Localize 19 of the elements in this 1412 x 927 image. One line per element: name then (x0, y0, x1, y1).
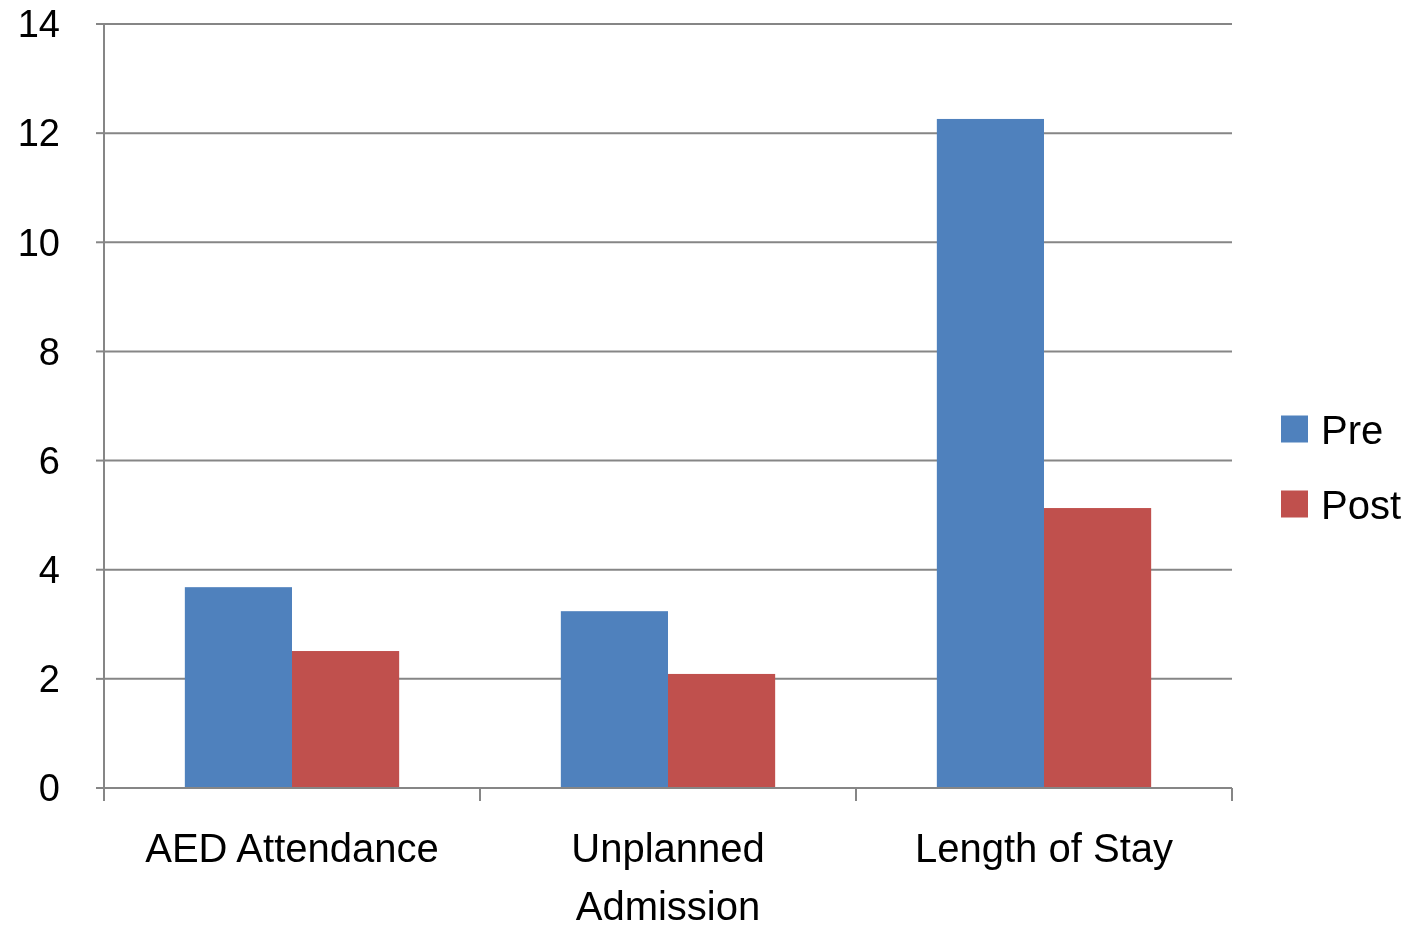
y-tick-label: 12 (17, 112, 60, 155)
y-tick-label: 14 (17, 3, 60, 46)
bar (184, 587, 292, 788)
y-tick-label: 4 (38, 549, 60, 592)
bar (292, 651, 400, 788)
y-tick-label: 0 (38, 767, 60, 810)
legend-label: Post (1321, 482, 1402, 527)
x-tick-label: AED Attendance (145, 826, 439, 870)
x-tick-label: Length of Stay (915, 826, 1173, 870)
legend-label: Pre (1321, 407, 1384, 452)
y-tick-label: 6 (38, 439, 60, 482)
x-tick-label: Unplanned Admission (571, 826, 765, 927)
y-tick-label: 10 (17, 221, 60, 264)
y-tick-label: 8 (38, 330, 60, 373)
bar (1044, 508, 1152, 788)
bar (668, 673, 776, 788)
bar (936, 118, 1044, 788)
bar (560, 611, 668, 788)
y-tick-label: 2 (38, 658, 60, 701)
